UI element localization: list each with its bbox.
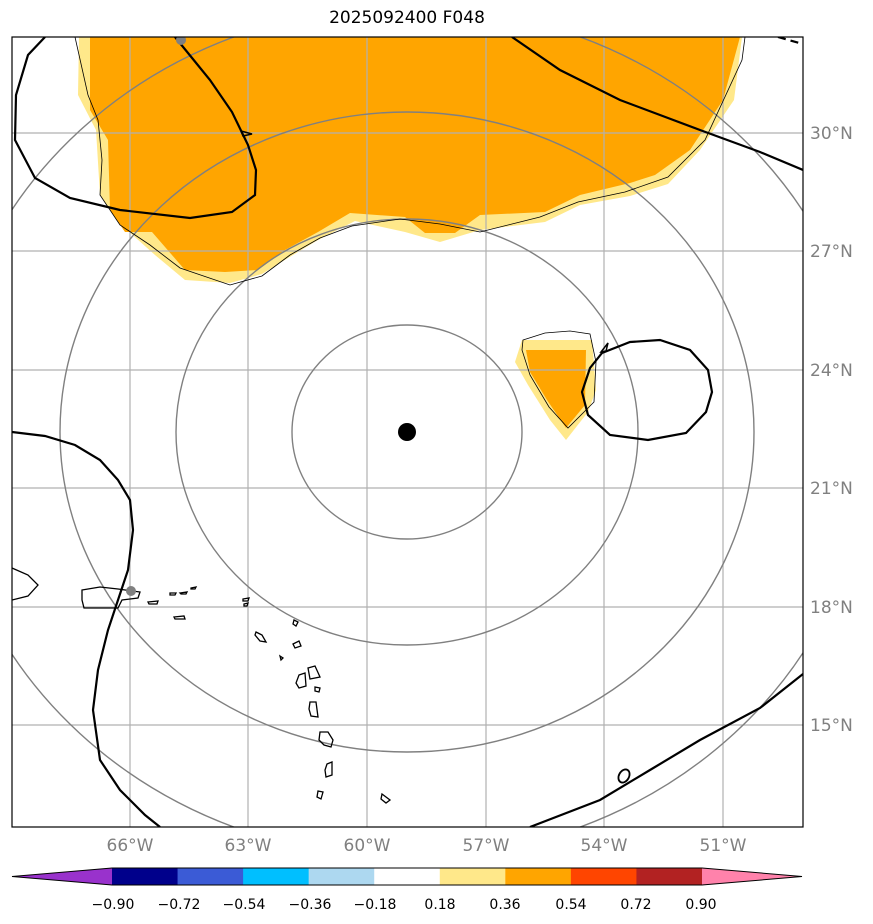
colorbar-segment: [570, 868, 637, 885]
colorbar-segment: [177, 868, 244, 885]
colorbar-label: −0.72: [158, 897, 201, 913]
city-marker: [176, 37, 186, 45]
colorbar-segment: [112, 868, 179, 885]
colorbar-label: −0.18: [354, 897, 397, 913]
lon-label: 54°W: [581, 836, 628, 856]
colorbar-label: −0.36: [289, 897, 332, 913]
lat-label: 18°N: [810, 598, 853, 618]
map-frame: [11, 36, 804, 828]
range-rings: [12, 37, 803, 827]
colorbar-label: 0.72: [620, 897, 651, 913]
colorbar-labels: −0.90 −0.72 −0.54 −0.36 −0.18 0.18 0.36 …: [92, 897, 717, 913]
colorbar-outline: [11, 867, 803, 886]
colorbar-segment: [505, 868, 572, 885]
colorbar-extend-high: [702, 868, 802, 885]
colorbar-label: 0.54: [555, 897, 586, 913]
colorbar-label: −0.54: [223, 897, 266, 913]
map-area: [12, 37, 803, 827]
colorbar-label: 0.36: [489, 897, 520, 913]
colorbar-segment: [439, 868, 506, 885]
colorbar-extend-low: [12, 868, 112, 885]
lon-labels: 66°W 63°W 60°W 57°W 54°W 51°W: [107, 836, 747, 856]
lon-label: 60°W: [344, 836, 391, 856]
shading-outline-north: [74, 37, 746, 286]
lon-label: 57°W: [463, 836, 510, 856]
colorbar-label: −0.90: [92, 897, 135, 913]
lon-label: 63°W: [225, 836, 272, 856]
lat-label: 24°N: [810, 361, 853, 381]
colorbar-segment: [374, 868, 441, 885]
colorbar-segment: [243, 868, 310, 885]
islands: [12, 567, 392, 804]
colorbar: [11, 867, 803, 886]
plot-title: 2025092400 F048: [329, 8, 485, 28]
colorbar-segment: [308, 868, 375, 885]
colorbar-segment: [636, 868, 703, 885]
lat-label: 21°N: [810, 479, 853, 499]
colorbar-label: 0.18: [424, 897, 455, 913]
city-marker: [126, 586, 136, 596]
shading-orange-north: [90, 37, 740, 272]
lat-label: 30°N: [810, 124, 853, 144]
contours: [12, 37, 803, 827]
lat-label: 15°N: [810, 716, 853, 736]
shading-outline-east: [521, 330, 597, 429]
lon-label: 51°W: [700, 836, 747, 856]
storm-center-marker: [398, 423, 416, 441]
colorbar-label: 0.90: [685, 897, 716, 913]
lat-label: 27°N: [810, 242, 853, 262]
lon-label: 66°W: [107, 836, 154, 856]
lat-labels: 30°N 27°N 24°N 21°N 18°N 15°N: [810, 124, 853, 736]
